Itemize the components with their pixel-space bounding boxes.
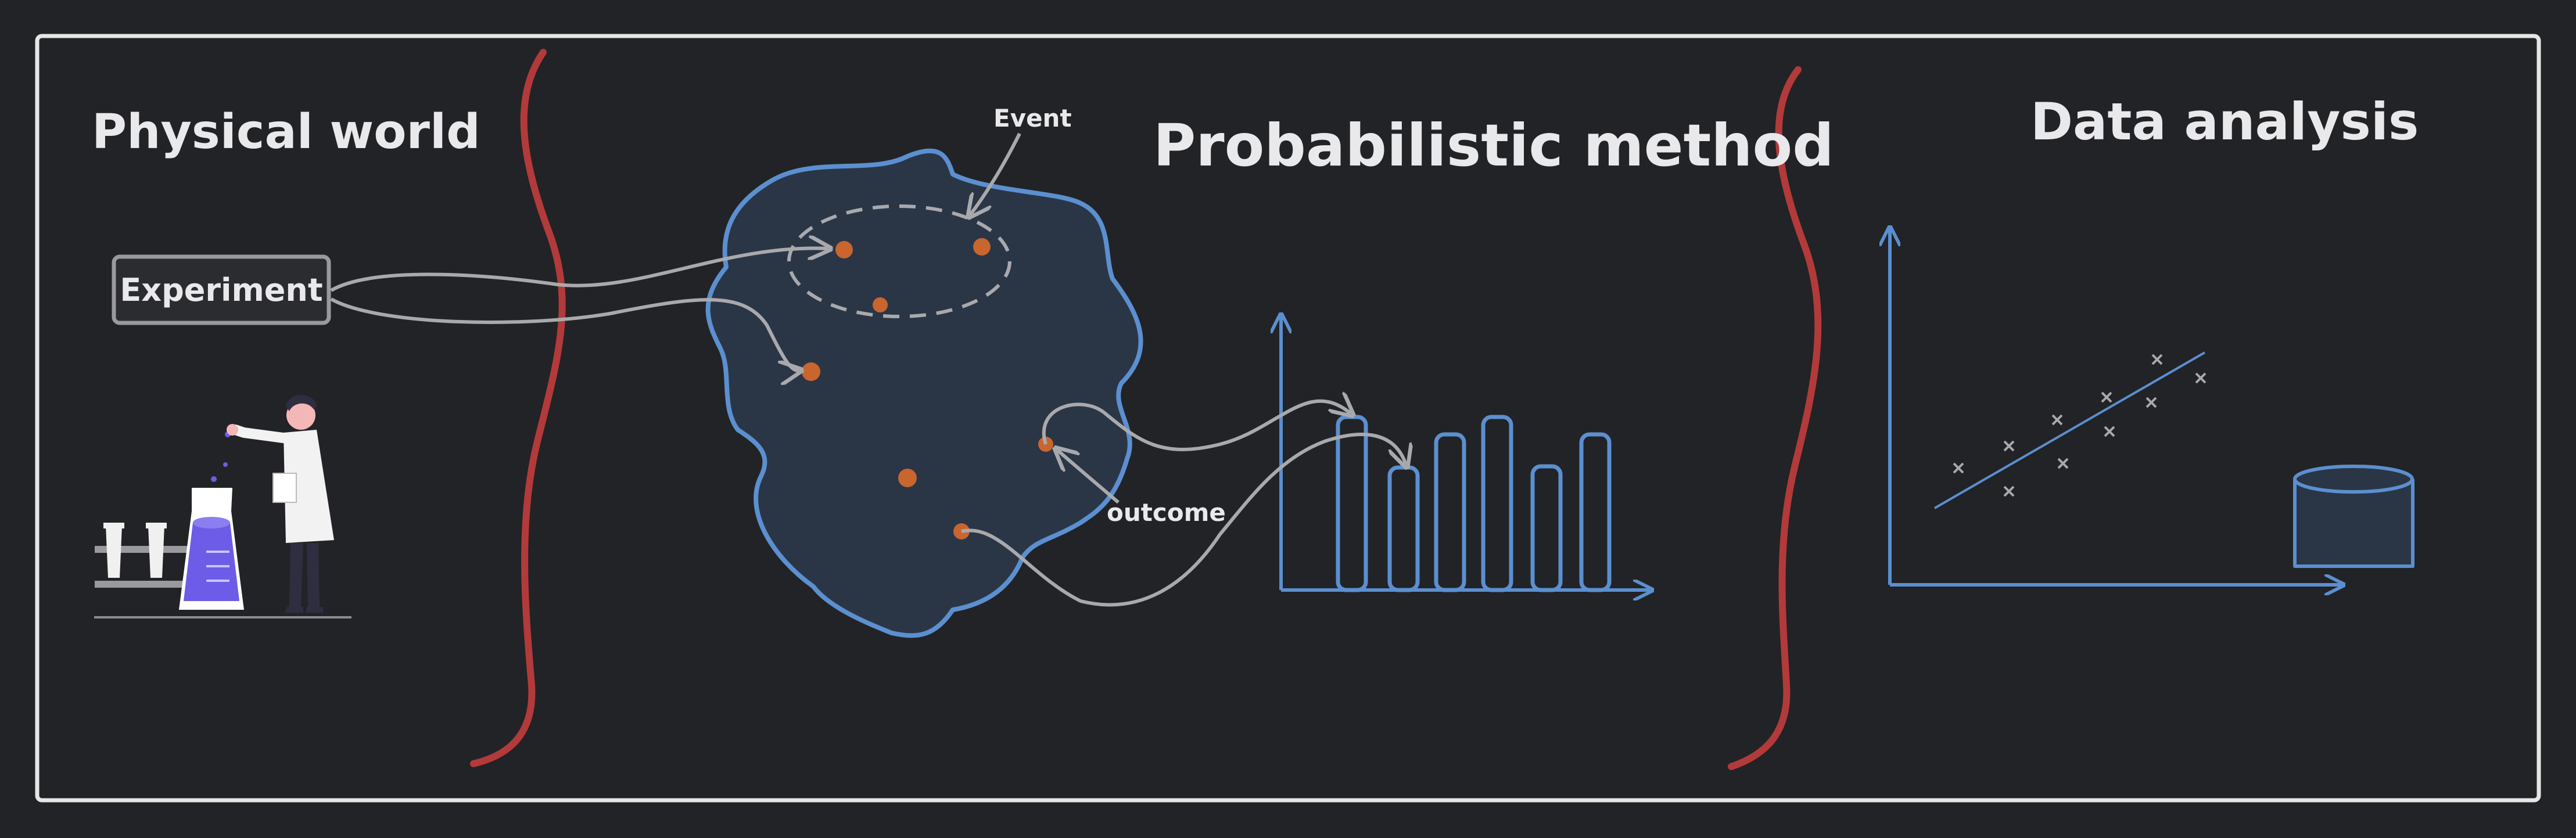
probability-bar (1579, 432, 1612, 592)
probability-bar (1336, 415, 1368, 592)
outcome-point (973, 238, 991, 256)
experiment-label: Experiment (120, 272, 322, 308)
probability-bar-chart (1281, 317, 1650, 590)
scientist-person (227, 395, 334, 613)
outcome-points (802, 238, 1053, 540)
outcome-arrow (1057, 450, 1120, 504)
flask-icon (179, 431, 244, 610)
divider-right (1728, 66, 1822, 770)
outcome-point (802, 362, 820, 381)
probability-bar (1530, 464, 1563, 592)
database-cylinder-icon (2293, 465, 2414, 568)
regression-line (1934, 351, 2205, 509)
outcome-point (835, 241, 853, 258)
probability-bar (1387, 465, 1420, 592)
scatter-point (2003, 485, 2015, 497)
scatter-point (2146, 397, 2157, 408)
scientist-illustration (94, 395, 351, 618)
scatter-plot (1890, 229, 2341, 585)
experiment-arrow-lower (330, 297, 799, 371)
scatter-point (2104, 426, 2115, 437)
scatter-point (2051, 414, 2063, 426)
test-tube-rack-icon (95, 523, 193, 588)
probability-bar (1481, 415, 1513, 592)
sample-space-blob (705, 148, 1143, 638)
event-label: Event (993, 104, 1072, 132)
outcome-to-bar-arrow-lower (961, 433, 1406, 607)
probability-bar (1434, 432, 1466, 592)
section-title-probabilistic-method: Probabilistic method (1153, 112, 1834, 179)
outcome-point (898, 469, 917, 487)
scatter-point (1953, 462, 1964, 474)
scatter-points (1953, 354, 2207, 497)
outcome-point (873, 297, 888, 312)
scatter-point (2101, 391, 2112, 403)
divider-left (470, 49, 566, 767)
scatter-point (2057, 458, 2069, 469)
event-arrow (970, 132, 1021, 215)
section-title-data-analysis: Data analysis (2030, 92, 2419, 152)
outer-frame (35, 34, 2541, 803)
scatter-point (2195, 372, 2207, 384)
outcome-label: outcome (1107, 498, 1226, 527)
section-title-physical-world: Physical world (92, 105, 480, 160)
experiment-box: Experiment (112, 254, 331, 325)
outcome-to-bar-arrow-upper (1042, 401, 1351, 451)
event-ellipse (787, 204, 1011, 318)
experiment-arrow-upper (330, 248, 828, 292)
scatter-point (2151, 354, 2163, 365)
scatter-point (2003, 440, 2015, 452)
